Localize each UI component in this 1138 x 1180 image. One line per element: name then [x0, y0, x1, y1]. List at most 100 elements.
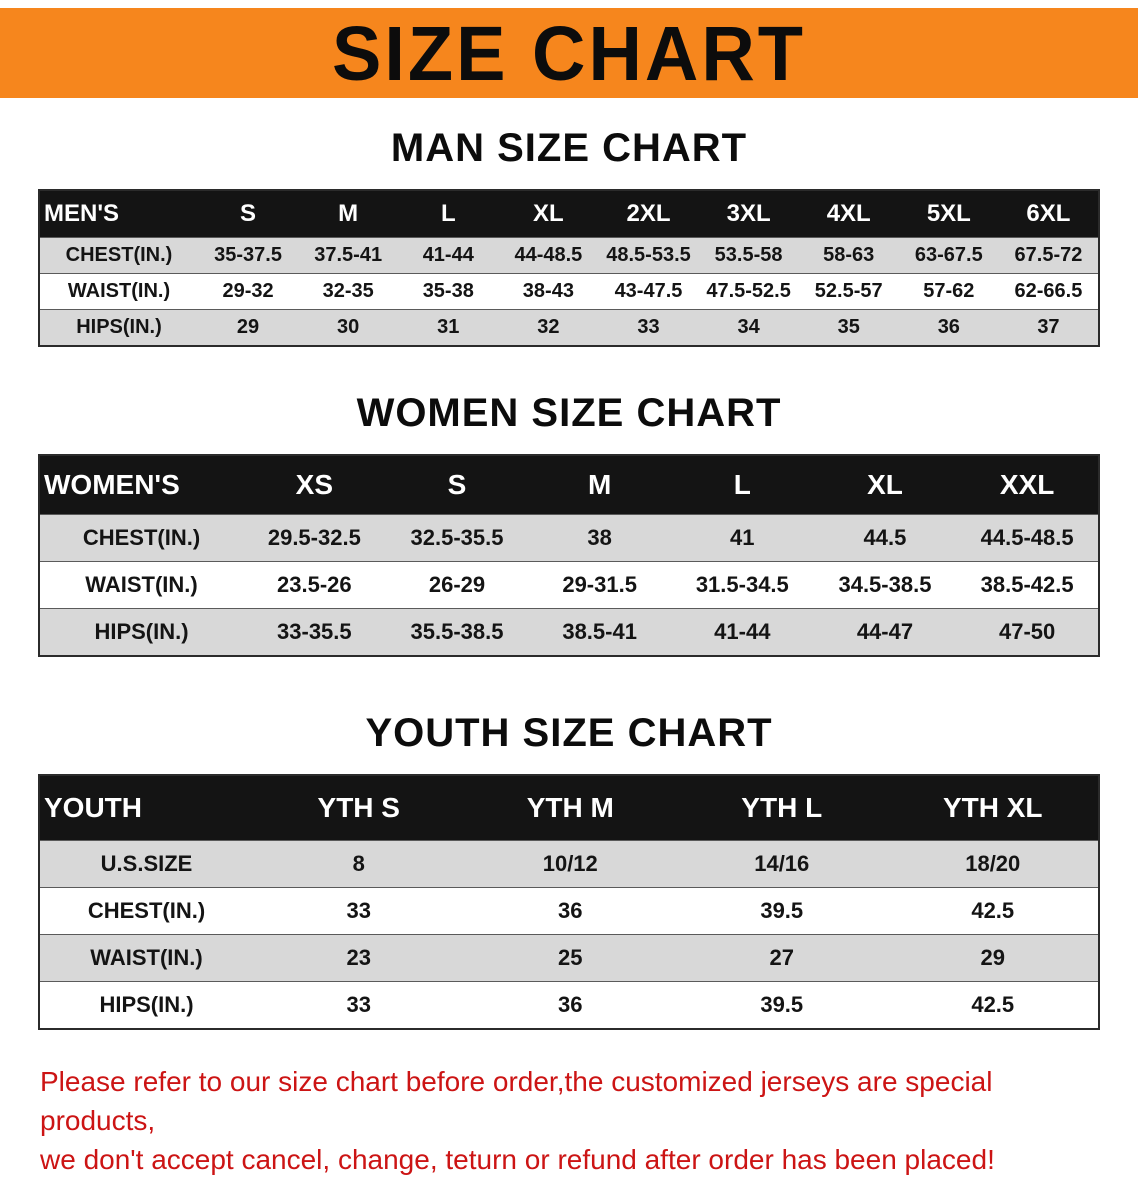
- row-label: CHEST(IN.): [65, 244, 173, 266]
- women-row-waist-in: WAIST(IN.) 23.5-26 26-29 29-31.5 31.5-34.5 34…: [39, 561, 1099, 609]
- size-value: 37.5-41: [314, 244, 383, 266]
- men-size-header-5xl: 5XL: [898, 190, 999, 238]
- disclaimer-line-2: we don't accept cancel, change, teturn o…: [40, 1144, 995, 1176]
- women-size-header-xs: XS: [243, 455, 386, 515]
- men-size-header-2xl: 2XL: [598, 190, 699, 238]
- size-value: 30: [337, 316, 360, 338]
- youth-row-chest-in: CHEST(IN.) 33 36 39.5 42.5: [39, 887, 1099, 935]
- size-value: 57-62: [923, 280, 975, 302]
- youth-size-header-yth-l: YTH L: [676, 775, 888, 841]
- size-value: 33-35.5: [277, 619, 352, 644]
- size-value: 53.5-58: [714, 244, 783, 266]
- size-value: 35-37.5: [214, 244, 282, 266]
- size-value: 18/20: [965, 851, 1021, 876]
- size-value: 41-44: [714, 619, 771, 644]
- youth-table-title-cell: YOUTH: [39, 775, 253, 841]
- size-value: 36: [937, 316, 960, 338]
- size-value: 29-31.5: [562, 572, 637, 597]
- size-value: 58-63: [823, 244, 875, 266]
- men-size-header-s: S: [198, 190, 299, 238]
- size-value: 23.5-26: [277, 572, 352, 597]
- row-label: U.S.SIZE: [100, 851, 193, 876]
- size-value: 32.5-35.5: [410, 525, 504, 550]
- row-label: CHEST(IN.): [87, 898, 206, 923]
- women-table-header-row: WOMEN'S XS S M L XL XXL: [39, 455, 1099, 515]
- size-value: 33: [346, 898, 371, 923]
- youth-table-header-row: YOUTH YTH S YTH M YTH L YTH XL: [39, 775, 1099, 841]
- size-value: 52.5-57: [814, 280, 883, 302]
- size-value: 25: [558, 945, 583, 970]
- size-value: 37: [1037, 316, 1060, 338]
- women-row-chest-in: CHEST(IN.) 29.5-32.5 32.5-35.5 38 41 44.5 44.5…: [39, 514, 1099, 562]
- size-value: 47.5-52.5: [706, 280, 791, 302]
- size-value: 33: [346, 992, 371, 1017]
- size-value: 38.5-41: [562, 619, 637, 644]
- size-value: 32-35: [322, 280, 374, 302]
- youth-section-heading: YOUTH SIZE CHART: [365, 711, 773, 755]
- size-value: 67.5-72: [1014, 244, 1083, 266]
- size-chart-sections: MAN SIZE CHART MEN'S S M L XL 2XL 3XL 4XL 5XL 6XL C…: [0, 126, 1138, 1030]
- size-value: 29.5-32.5: [267, 525, 361, 550]
- size-value: 34: [737, 316, 760, 338]
- row-label: HIPS(IN.): [94, 619, 189, 644]
- size-value: 10/12: [542, 851, 598, 876]
- men-row-chest-in: CHEST(IN.) 35-37.5 37.5-41 41-44 44-48.5 48.5…: [39, 237, 1099, 274]
- size-value: 38: [587, 525, 612, 550]
- size-value: 44.5-48.5: [980, 525, 1074, 550]
- men-size-header-3xl: 3XL: [698, 190, 799, 238]
- size-value: 26-29: [428, 572, 486, 597]
- size-value: 29-32: [222, 280, 274, 302]
- size-value: 42.5: [971, 992, 1015, 1017]
- youth-size-header-yth-xl: YTH XL: [887, 775, 1099, 841]
- size-value: 36: [558, 898, 583, 923]
- size-value: 34.5-38.5: [838, 572, 932, 597]
- size-value: 47-50: [999, 619, 1056, 644]
- women-section-heading: WOMEN SIZE CHART: [356, 391, 782, 435]
- men-size-header-6xl: 6XL: [998, 190, 1099, 238]
- women-size-header-xxl: XXL: [956, 455, 1099, 515]
- size-value: 44.5: [863, 525, 907, 550]
- size-value: 44-47: [856, 619, 914, 644]
- men-size-header-l: L: [398, 190, 499, 238]
- men-size-header-4xl: 4XL: [798, 190, 899, 238]
- size-value: 8: [352, 851, 365, 876]
- page-title: SIZE CHART: [332, 9, 806, 97]
- size-value: 38-43: [522, 280, 574, 302]
- youth-size-table: YOUTH YTH S YTH M YTH L YTH XL U.S.SIZE 8 10/12…: [38, 774, 1100, 1030]
- youth-row-waist-in: WAIST(IN.) 23 25 27 29: [39, 934, 1099, 982]
- size-value: 41-44: [422, 244, 474, 266]
- size-value: 38.5-42.5: [980, 572, 1074, 597]
- men-size-header-xl: XL: [498, 190, 599, 238]
- women-row-hips-in: HIPS(IN.) 33-35.5 35.5-38.5 38.5-41 41-44 44-…: [39, 608, 1099, 656]
- size-value: 31: [437, 316, 460, 338]
- men-section-heading: MAN SIZE CHART: [390, 126, 748, 170]
- size-value: 36: [558, 992, 583, 1017]
- size-value: 39.5: [760, 898, 804, 923]
- men-size-table: MEN'S S M L XL 2XL 3XL 4XL 5XL 6XL CHEST(IN.) 35-37…: [38, 189, 1100, 347]
- youth-row-u-s-size: U.S.SIZE 8 10/12 14/16 18/20: [39, 840, 1099, 888]
- men-size-chart-section: MAN SIZE CHART MEN'S S M L XL 2XL 3XL 4XL 5XL 6XL C…: [0, 126, 1138, 347]
- size-value: 63-67.5: [914, 244, 983, 266]
- row-label: HIPS(IN.): [99, 992, 194, 1017]
- size-chart-banner: SIZE CHART: [0, 8, 1138, 98]
- size-value: 35.5-38.5: [410, 619, 504, 644]
- women-size-header-m: M: [528, 455, 671, 515]
- men-table-title-cell: MEN'S: [39, 190, 198, 238]
- row-label: WAIST(IN.): [67, 280, 171, 302]
- size-value: 29: [236, 316, 260, 338]
- men-row-waist-in: WAIST(IN.) 29-32 32-35 35-38 38-43 43-47.5 47.…: [39, 273, 1099, 310]
- women-table-title-cell: WOMEN'S: [39, 455, 243, 515]
- youth-size-header-yth-s: YTH S: [253, 775, 465, 841]
- size-value: 33: [637, 316, 660, 338]
- women-size-table: WOMEN'S XS S M L XL XXL CHEST(IN.) 29.5-32.5 32.5…: [38, 454, 1100, 657]
- disclaimer-note: Please refer to our size chart before or…: [40, 1062, 1098, 1180]
- men-row-hips-in: HIPS(IN.) 29 30 31 32 33 34 35 36 37: [39, 309, 1099, 346]
- youth-size-chart-section: YOUTH SIZE CHART YOUTH YTH S YTH M YTH L YTH …: [0, 711, 1138, 1030]
- disclaimer-line-1: Please refer to our size chart before or…: [40, 1066, 993, 1137]
- size-value: 42.5: [971, 898, 1015, 923]
- size-value: 44-48.5: [514, 244, 583, 266]
- size-value: 14/16: [754, 851, 810, 876]
- row-label: WAIST(IN.): [90, 945, 203, 970]
- size-value: 62-66.5: [1014, 280, 1083, 302]
